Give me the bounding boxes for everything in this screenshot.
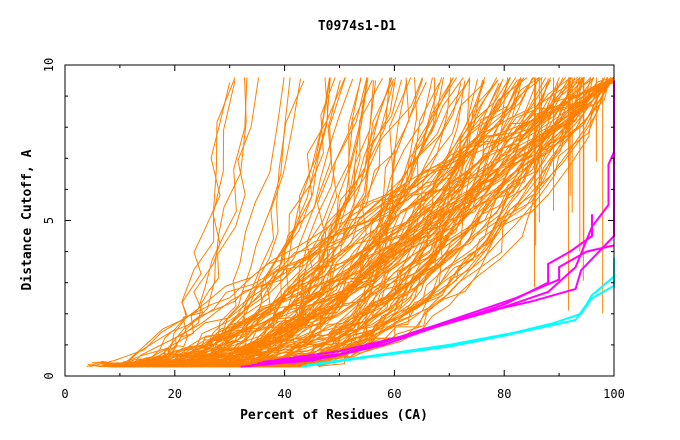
y-tick-label: 0 xyxy=(42,372,56,379)
model-curve xyxy=(97,76,540,366)
series-line-0 xyxy=(300,257,615,368)
model-curve xyxy=(160,81,612,363)
model-curve xyxy=(212,80,615,368)
series-line-3 xyxy=(251,151,615,367)
x-tick-label: 0 xyxy=(61,387,68,401)
model-curve xyxy=(122,77,595,368)
y-axis-label: Distance Cutoff, A xyxy=(20,149,35,290)
x-tick-label: 40 xyxy=(277,387,291,401)
model-curve xyxy=(170,77,586,368)
model-curve xyxy=(104,80,236,368)
x-tick-label: 100 xyxy=(603,387,625,401)
series-line-5 xyxy=(262,244,615,363)
model-curve xyxy=(122,82,612,368)
chart-title: T0974s1-D1 xyxy=(318,19,396,34)
model-curve xyxy=(204,82,612,367)
series-line-1 xyxy=(306,267,615,367)
model-curve xyxy=(103,82,231,368)
x-tick-label: 20 xyxy=(168,387,182,401)
x-axis-label: Percent of Residues (CA) xyxy=(240,408,428,423)
x-tick-label: 80 xyxy=(497,387,511,401)
model-curve xyxy=(258,77,572,368)
x-tick-label: 60 xyxy=(387,387,401,401)
model-curve xyxy=(174,79,612,368)
model-curve xyxy=(170,78,611,368)
highlight-series xyxy=(240,80,615,368)
model-curve xyxy=(143,82,614,366)
model-curve xyxy=(223,80,614,368)
y-axis: 0 5 10 xyxy=(42,58,614,380)
x-axis: 0 20 40 60 80 100 xyxy=(61,65,625,401)
model-curve xyxy=(91,77,423,364)
y-tick-label: 5 xyxy=(42,217,56,224)
y-tick-label: 10 xyxy=(42,58,56,72)
model-curve xyxy=(145,77,570,368)
model-curve xyxy=(146,77,551,368)
model-curve xyxy=(130,77,615,368)
model-curve xyxy=(101,77,471,368)
model-curve xyxy=(244,77,612,368)
model-curve xyxy=(244,77,615,368)
model-curve xyxy=(162,81,572,368)
model-curves xyxy=(86,76,615,368)
model-curve xyxy=(187,78,608,367)
model-curve xyxy=(182,77,592,368)
model-curve xyxy=(195,81,607,367)
model-curve xyxy=(118,77,566,367)
model-curve xyxy=(199,79,615,366)
